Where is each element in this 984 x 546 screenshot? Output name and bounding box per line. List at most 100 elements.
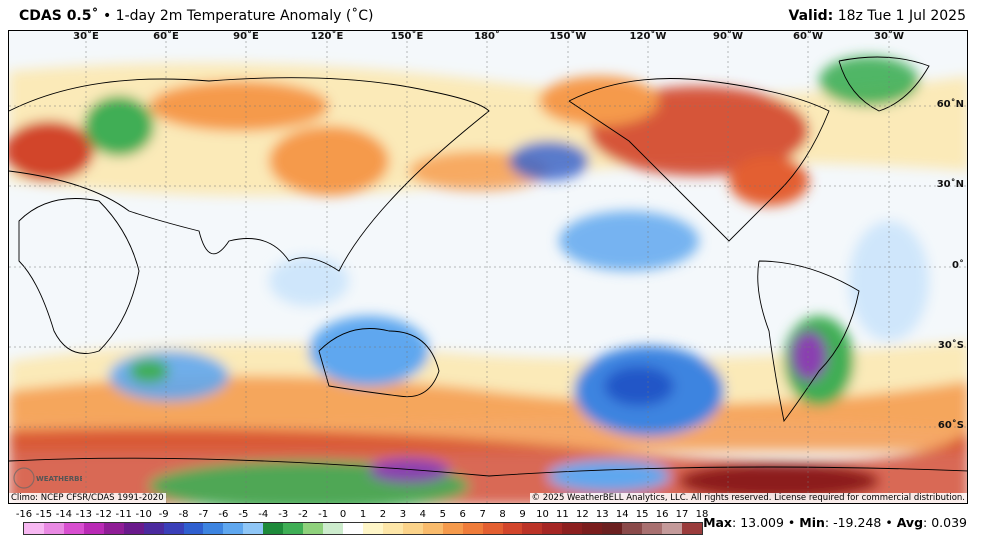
- coast-antarctica: [9, 457, 967, 477]
- color-scale-tick: -13: [75, 509, 92, 520]
- min-label: Min: [799, 515, 825, 530]
- longitude-label: 60˚W: [793, 31, 823, 42]
- color-scale-tick: -6: [218, 509, 229, 520]
- color-scale-tick: -8: [178, 509, 189, 520]
- color-scale-tick: 0: [339, 509, 347, 520]
- warm-alaska: [539, 76, 659, 126]
- color-scale-tick: -16: [15, 509, 33, 520]
- valid-label: Valid:: [788, 8, 834, 24]
- color-scale-bar: [23, 522, 703, 535]
- stats-separator: •: [885, 515, 893, 530]
- color-scale-tick: 13: [595, 509, 609, 520]
- warm-east-asia: [269, 126, 389, 196]
- color-scale-tick: 17: [675, 509, 689, 520]
- color-scale-tick: 1: [359, 509, 367, 520]
- min-value: -19.248: [833, 515, 882, 530]
- color-scale-cell: [203, 523, 224, 534]
- color-scale-cell: [83, 523, 104, 534]
- color-scale-cell: [382, 523, 403, 534]
- color-scale-tick: 5: [439, 509, 446, 520]
- color-scale-tick: -14: [55, 509, 73, 520]
- product-name: 1-day 2m Temperature Anomaly (˚C): [115, 8, 374, 24]
- avg-label: Avg: [896, 515, 924, 530]
- longitude-label: 180˚: [474, 31, 500, 42]
- color-scale-tick: 6: [459, 509, 466, 520]
- coastlines: [9, 56, 967, 477]
- coast-australia: [318, 328, 440, 398]
- color-scale-tick: -7: [198, 509, 209, 520]
- map-title: CDAS 0.5˚ • 1-day 2m Temperature Anomaly…: [19, 8, 374, 24]
- color-scale-cell: [522, 523, 543, 534]
- color-scale-cell: [462, 523, 483, 534]
- color-scale-cell: [63, 523, 84, 534]
- color-scale-tick: -3: [278, 509, 289, 520]
- color-scale-tick: 2: [379, 509, 387, 520]
- color-scale-cell: [163, 523, 184, 534]
- color-scale-labels: -16 -15 -14 -13 -12 -11 -10 -9 -8 -7 -6 -5 -4 -3 -2 -1 0…: [16, 509, 709, 522]
- color-scale-tick: 14: [615, 509, 629, 520]
- color-scale-cell: [562, 523, 583, 534]
- cool-central-pacific: [509, 141, 589, 181]
- anomaly-map-graphic: [9, 31, 967, 503]
- valid-time: Valid: 18z Tue 1 Jul 2025: [789, 8, 967, 24]
- valid-time-value: 18z Tue 1 Jul 2025: [837, 8, 966, 24]
- color-scale-cell: [243, 523, 264, 534]
- longitude-label: 120˚E: [310, 31, 344, 42]
- anomaly-field: [9, 56, 967, 503]
- color-scale-tick: -12: [95, 509, 112, 520]
- longitude-label: 30˚W: [874, 31, 904, 42]
- color-scale-cell: [442, 523, 463, 534]
- coast-africa: [18, 198, 140, 354]
- cool-east-pacific: [559, 211, 699, 271]
- color-scale: -16 -15 -14 -13 -12 -11 -10 -9 -8 -7 -6 -5 -4 -3 -2 -1 0…: [16, 509, 709, 539]
- color-scale-tick: -11: [115, 509, 132, 520]
- color-scale-tick: 18: [695, 509, 709, 520]
- color-scale-tick: 4: [419, 509, 426, 520]
- color-scale-cell: [681, 523, 702, 534]
- longitude-label: 120˚W: [629, 31, 667, 42]
- max-value: 13.009: [740, 515, 784, 530]
- color-scale-tick: 9: [519, 509, 526, 520]
- latitude-label: 60˚N: [936, 99, 964, 110]
- color-scale-tick: -4: [258, 509, 269, 520]
- color-scale-cell: [143, 523, 164, 534]
- cold-antarctica-core: [369, 459, 449, 483]
- color-scale-tick: 16: [655, 509, 669, 520]
- color-scale-cell: [123, 523, 144, 534]
- color-scale-cell: [343, 523, 363, 534]
- color-scale-tick: 3: [399, 509, 407, 520]
- latitude-label: 0˚: [952, 260, 964, 271]
- color-scale-tick: -15: [35, 509, 53, 520]
- color-scale-cell: [482, 523, 503, 534]
- cool-indian-ocean: [109, 351, 229, 401]
- color-scale-cell: [642, 523, 662, 534]
- color-scale-cell: [323, 523, 343, 534]
- avg-value: 0.039: [931, 515, 967, 530]
- color-scale-tick: 10: [536, 509, 549, 520]
- field-statistics: Max: 13.009 • Min: -19.248 • Avg: 0.039: [703, 515, 967, 530]
- cool-west-pacific: [269, 256, 349, 306]
- latitude-label: 30˚N: [936, 179, 964, 190]
- stats-separator: •: [787, 515, 796, 530]
- color-scale-cell: [183, 523, 204, 534]
- title-bar: CDAS 0.5˚ • 1-day 2m Temperature Anomaly…: [0, 0, 984, 30]
- color-scale-tick: -5: [238, 509, 249, 520]
- cold-south-america-core: [791, 331, 827, 381]
- coast-north-america: [568, 78, 830, 242]
- coast-south-america: [757, 260, 860, 423]
- cool-north-atlantic: [819, 56, 919, 106]
- longitude-label: 60˚E: [153, 31, 179, 42]
- color-scale-cell: [223, 523, 244, 534]
- color-scale-cell: [502, 523, 523, 534]
- cool-australia: [309, 316, 429, 386]
- longitude-label: 90˚E: [233, 31, 259, 42]
- graticule: [9, 31, 967, 503]
- color-scale-cell: [24, 523, 44, 534]
- color-scale-cell: [582, 523, 603, 534]
- color-scale-cell: [303, 523, 324, 534]
- color-scale-cell: [662, 523, 682, 534]
- color-scale-cell: [283, 523, 304, 534]
- latitude-label: 30˚S: [937, 340, 964, 351]
- color-scale-cell: [622, 523, 643, 534]
- warm-east-us: [729, 156, 809, 206]
